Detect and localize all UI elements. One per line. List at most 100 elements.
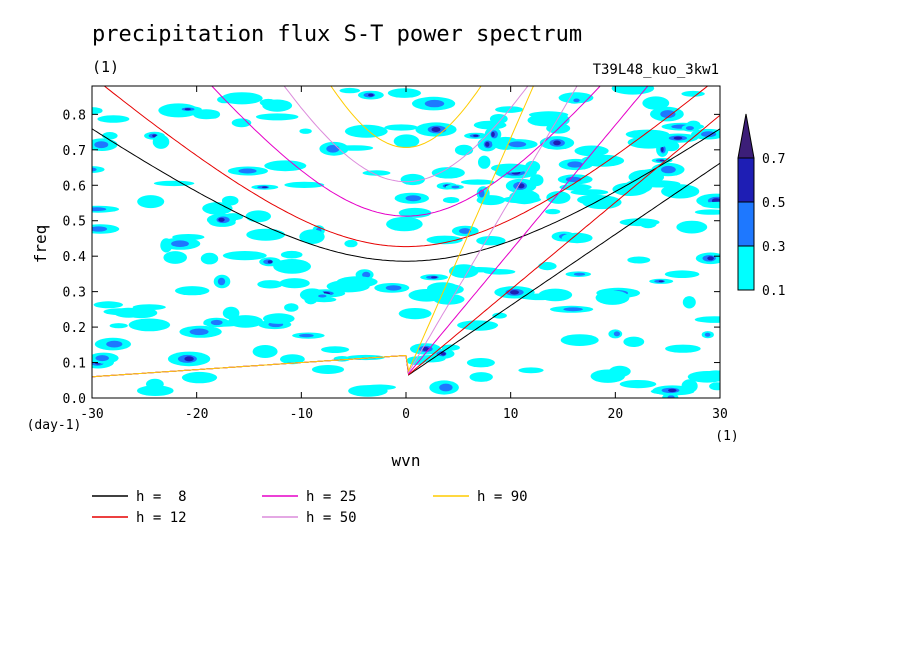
y-tick-label: 0.3: [63, 286, 86, 301]
field-patch: [685, 126, 694, 131]
field-patch: [573, 272, 586, 276]
field-patch: [442, 197, 460, 204]
field-patch: [137, 385, 174, 397]
legend-label: h = 8: [136, 489, 187, 505]
y-axis-label: freq: [31, 225, 50, 264]
field-patch: [132, 304, 166, 311]
x-tick-label: -10: [290, 407, 313, 422]
x-tick-label: 10: [503, 407, 519, 422]
field-patch: [146, 378, 164, 390]
field-patch: [246, 228, 286, 241]
field-patch: [94, 141, 109, 149]
field-patch: [485, 141, 490, 147]
field-patch: [326, 145, 340, 153]
field-patch: [92, 107, 103, 115]
chart-subtitle: (1): [92, 58, 120, 76]
field-patch: [259, 98, 277, 107]
field-patch: [102, 132, 118, 140]
y-tick-label: 0.6: [63, 179, 86, 194]
legend-label: h = 90: [477, 489, 528, 505]
colorbar-segment: [737, 245, 755, 291]
field-patch: [321, 346, 350, 353]
field-patch: [431, 127, 441, 132]
dispersion-curve: [92, 128, 720, 262]
field-patch: [106, 340, 123, 348]
field-patch: [184, 356, 194, 362]
field-patch: [701, 131, 717, 138]
field-patch: [231, 118, 252, 128]
field-patch: [451, 185, 460, 189]
y-tick-label: 0.1: [63, 357, 86, 372]
field-patch: [299, 229, 325, 244]
field-patch: [228, 315, 263, 328]
field-patch: [682, 296, 696, 309]
field-patch: [440, 352, 446, 356]
field-patch: [284, 181, 325, 188]
field-patch: [318, 294, 327, 298]
field-patch: [611, 86, 655, 95]
x-tick-label: 30: [712, 407, 728, 422]
field-patch: [704, 332, 711, 337]
field-patch: [221, 195, 239, 206]
field-patch: [426, 235, 463, 245]
field-patch: [478, 155, 491, 169]
field-patch: [454, 144, 474, 156]
field-patch: [595, 290, 630, 305]
field-patch: [398, 308, 432, 320]
x-axis-label: wvn: [392, 451, 421, 470]
field-patch: [431, 276, 438, 279]
field-patch: [668, 388, 677, 393]
dispersion-curve: [330, 86, 482, 148]
field-patch: [405, 195, 422, 202]
field-patch: [261, 186, 268, 189]
field-patch: [137, 195, 165, 209]
field-patch: [466, 358, 495, 368]
field-patch: [525, 160, 541, 173]
y-tick-label: 0.8: [63, 108, 86, 123]
x-tick-label: 0: [402, 407, 410, 422]
field-patch: [508, 141, 527, 148]
colorbar-label: 0.7: [762, 152, 785, 167]
field-patch: [218, 217, 225, 222]
field-patch: [676, 220, 708, 234]
field-patch: [362, 271, 371, 278]
field-patch: [560, 334, 599, 346]
field-patch: [368, 93, 374, 97]
legend-label: h = 50: [306, 510, 357, 526]
field-patch: [362, 384, 396, 391]
field-patch: [422, 346, 429, 351]
field-patch: [658, 280, 664, 283]
field-patch: [284, 303, 299, 312]
x-tick-label: -20: [185, 407, 208, 422]
field-patch: [189, 328, 209, 336]
y-tick-label: 0.0: [63, 392, 86, 407]
field-patch: [538, 288, 573, 302]
field-patch: [559, 183, 592, 191]
x-tick-label: 20: [608, 407, 624, 422]
field-patch: [171, 240, 189, 247]
field-patch: [387, 88, 421, 98]
field-patch: [257, 280, 283, 289]
field-patch: [545, 208, 561, 215]
field-patch: [222, 306, 240, 320]
field-patch: [627, 256, 651, 264]
dispersion-curve: [211, 86, 601, 217]
field-patch: [184, 108, 191, 111]
field-patch: [109, 323, 128, 329]
field-patch: [299, 333, 314, 338]
field-patch: [238, 168, 257, 174]
field-patch: [573, 98, 580, 103]
field-patch: [193, 109, 220, 120]
field-patch: [245, 210, 271, 223]
field-patch: [613, 331, 621, 337]
field-patch: [639, 180, 681, 188]
field-patch: [279, 278, 310, 289]
field-patch: [95, 355, 109, 362]
field-patch: [694, 209, 720, 215]
y-axis-unit: (day-1): [27, 418, 82, 433]
field-patch: [709, 382, 720, 391]
field-patch: [476, 236, 506, 246]
colorbar-label: 0.5: [762, 196, 785, 211]
field-patch: [344, 239, 358, 248]
field-patch: [385, 285, 402, 291]
